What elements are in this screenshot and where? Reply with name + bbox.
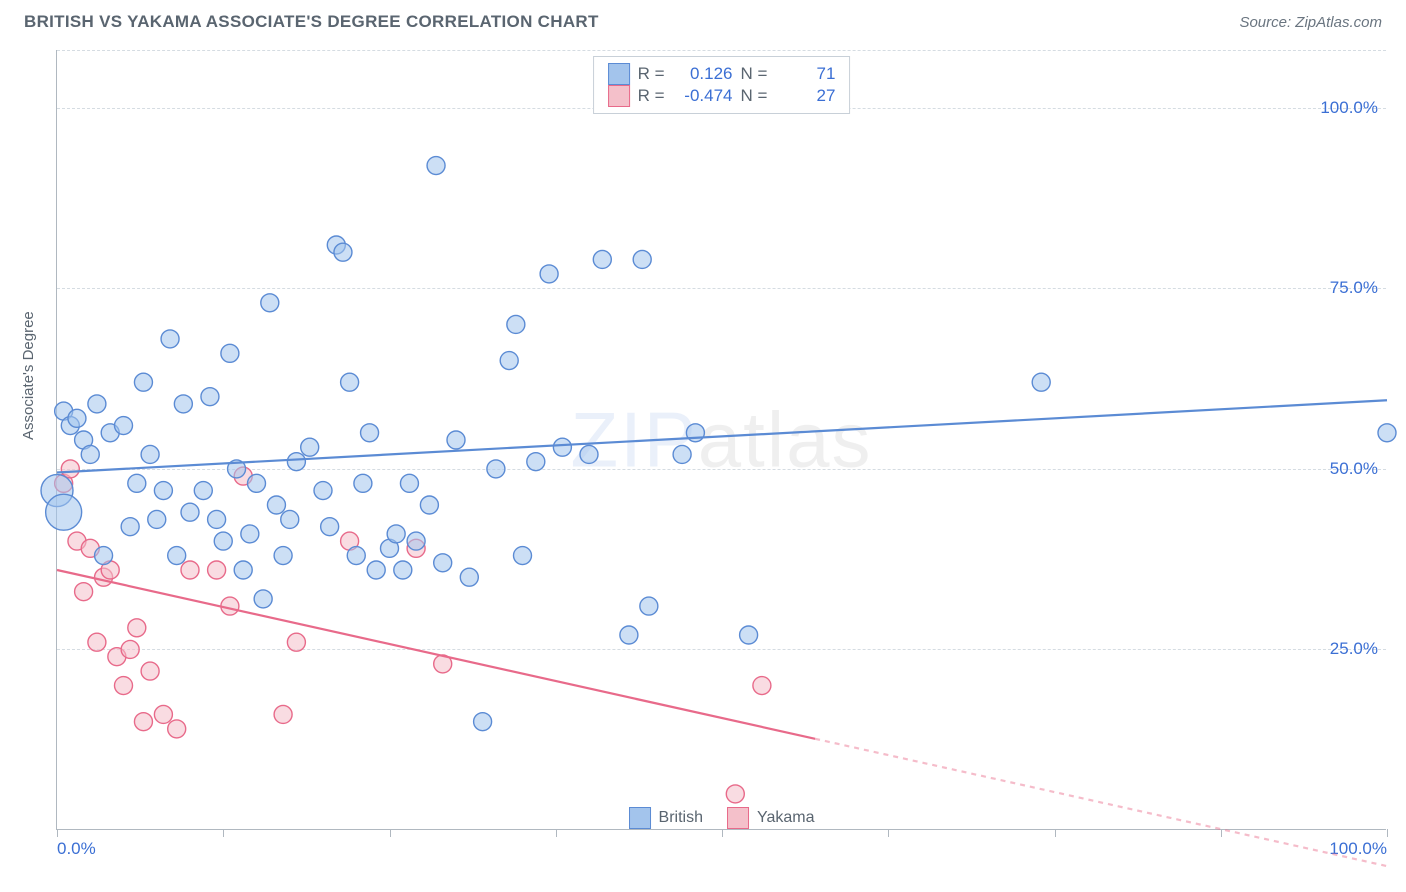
- swatch-british-icon: [608, 63, 630, 85]
- x-tick-label: 0.0%: [57, 839, 96, 859]
- swatch-british-icon: [629, 807, 651, 829]
- legend-item-british: British: [629, 807, 703, 829]
- chart-header: BRITISH VS YAKAMA ASSOCIATE'S DEGREE COR…: [0, 0, 1406, 40]
- swatch-yakama-icon: [608, 85, 630, 107]
- y-axis-label: Associate's Degree: [20, 311, 37, 440]
- legend-item-yakama: Yakama: [727, 807, 815, 829]
- chart-plot-area: ZIPatlas 25.0%50.0%75.0%100.0% 0.0%100.0…: [56, 50, 1386, 830]
- legend-stats: R = 0.126 N = 71 R = -0.474 N = 27: [593, 56, 851, 114]
- chart-title: BRITISH VS YAKAMA ASSOCIATE'S DEGREE COR…: [24, 12, 599, 32]
- source-label: Source: ZipAtlas.com: [1239, 14, 1382, 31]
- swatch-yakama-icon: [727, 807, 749, 829]
- legend-stats-british: R = 0.126 N = 71: [608, 63, 836, 85]
- scatter-svg: [57, 50, 1386, 829]
- legend-series: British Yakama: [619, 807, 825, 829]
- x-tick-label: 100.0%: [1329, 839, 1387, 859]
- legend-stats-yakama: R = -0.474 N = 27: [608, 85, 836, 107]
